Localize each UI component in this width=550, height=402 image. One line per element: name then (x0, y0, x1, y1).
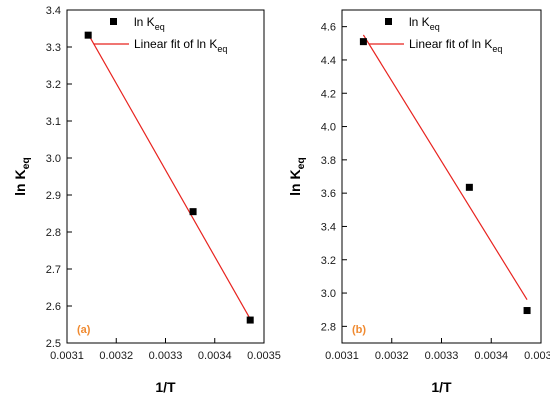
panel-label: (b) (352, 324, 366, 336)
data-point (189, 208, 197, 216)
y-tick-label: 3.4 (321, 221, 336, 233)
x-tick-label: 0.0033 (425, 350, 459, 362)
y-tick-label: 2.9 (46, 190, 61, 202)
y-tick-label: 3.4 (46, 5, 61, 17)
x-tick-label: 0.0033 (149, 350, 183, 362)
y-tick-label: 4.4 (321, 55, 336, 67)
chart-panel-a: 0.0031 0.0032 0.0033 0.0034 0.0035 2.5 2.6 2.7 2… (12, 5, 281, 395)
legend: ln Keq Linear fit of ln Keq (369, 15, 502, 54)
legend-label-points: ln Keq (134, 15, 165, 32)
x-axis-title: 1/T (155, 379, 176, 395)
y-tick-label: 4.0 (321, 122, 336, 134)
y-tick-label: 3.0 (46, 153, 61, 165)
x-tick-label: 0.0032 (99, 350, 133, 362)
y-tick-label: 3.1 (46, 116, 61, 128)
fit-line (362, 34, 528, 301)
data-point (465, 183, 473, 191)
plot-frame (66, 9, 265, 344)
y-tick-label: 3.0 (321, 288, 336, 300)
y-tick-label: 2.6 (46, 301, 61, 313)
y-tick-label: 3.3 (46, 42, 61, 54)
y-tick-label: 2.8 (321, 321, 336, 333)
data-point (523, 307, 531, 315)
x-tick-label: 0.0031 (325, 350, 359, 362)
legend-label-fit: Linear fit of ln Keq (134, 37, 227, 54)
x-axis-title: 1/T (431, 379, 452, 395)
fit-line (87, 33, 251, 320)
data-point (359, 38, 367, 46)
data-point (84, 31, 92, 39)
chart-panel-b: 0.0031 0.0032 0.0033 0.0034 0.0035 2.8 3.0 3.2 3… (287, 9, 550, 395)
x-tick-label: 0.0032 (375, 350, 409, 362)
x-tick-label: 0.0035 (247, 350, 281, 362)
plot-frame (341, 9, 542, 344)
data-point (246, 316, 254, 324)
y-tick-label: 2.7 (46, 264, 61, 276)
y-axis-title: ln Keq (12, 157, 32, 196)
y-tick-label: 3.8 (321, 155, 336, 167)
y-tick-label: 3.2 (46, 79, 61, 91)
legend-marker-square (385, 18, 392, 25)
y-tick-label: 4.2 (321, 88, 336, 100)
x-tick-label: 0.0035 (524, 350, 550, 362)
legend: ln Keq Linear fit of ln Keq (94, 15, 227, 54)
y-tick-label: 3.6 (321, 188, 336, 200)
y-tick-label: 2.5 (46, 338, 61, 350)
legend-label-points: ln Keq (409, 15, 440, 32)
y-tick-label: 4.6 (321, 22, 336, 34)
x-tick-label: 0.0034 (198, 350, 232, 362)
y-axis-title: ln Keq (287, 157, 307, 196)
x-tick-label: 0.0031 (50, 350, 84, 362)
legend-label-fit: Linear fit of ln Keq (409, 37, 502, 54)
panel-label: (a) (77, 324, 91, 336)
y-tick-label: 3.2 (321, 255, 336, 267)
x-tick-label: 0.0034 (474, 350, 508, 362)
y-tick-label: 2.8 (46, 227, 61, 239)
legend-marker-square (110, 18, 117, 25)
